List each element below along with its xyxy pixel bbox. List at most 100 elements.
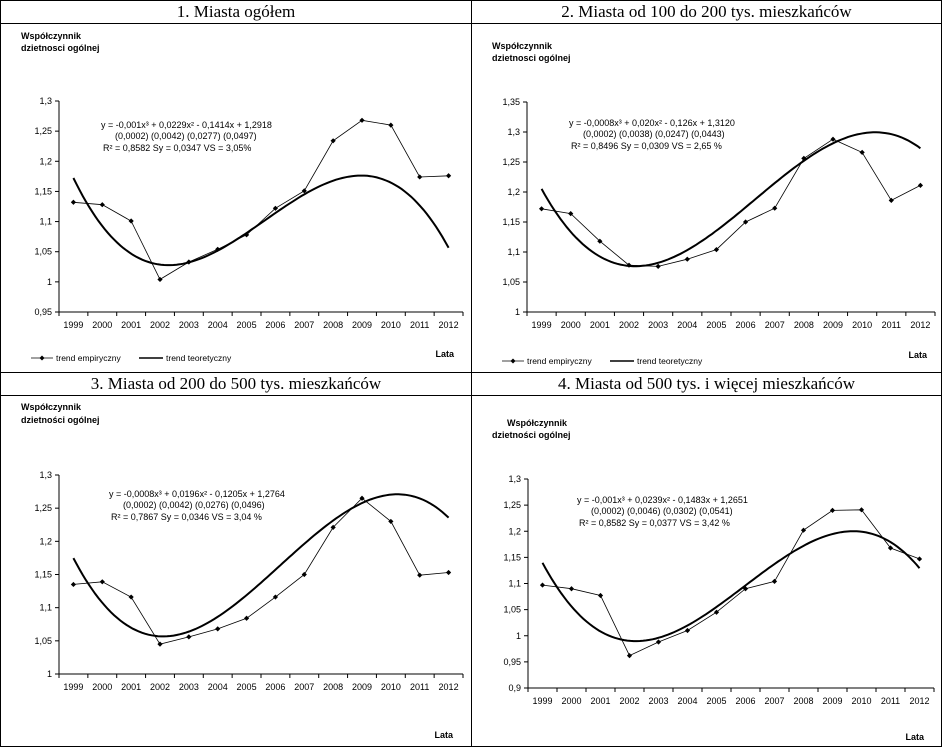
equation-line-1: y = -0,001x³ + 0,0229x² - 0,1414x + 1,29… <box>101 120 272 130</box>
legend-label-teoretyczny: trend teoretyczny <box>637 356 703 366</box>
x-tick-label: 1999 <box>532 696 552 706</box>
data-point <box>655 639 662 645</box>
equation-line-2: (0,0002) (0,0042) (0,0277) (0,0497) <box>115 131 257 141</box>
series-line-trend-teoretyczny <box>72 174 450 267</box>
x-tick-label: 2010 <box>852 320 872 330</box>
panel-title-1: 1. Miasta ogółem <box>1 1 471 24</box>
x-tick-label: 2001 <box>590 320 610 330</box>
equation-line-3: R² = 0,8496 Sy = 0,0309 VS = 2,65 % <box>571 141 722 151</box>
data-point <box>800 527 807 533</box>
data-point <box>742 219 749 225</box>
data-point <box>330 138 336 144</box>
x-tick-label: 2009 <box>352 682 372 692</box>
y-tick-label: 1,15 <box>34 186 52 196</box>
x-tick-label: 2000 <box>92 682 112 692</box>
chart-3: Współczynnik dzietności ogólnej 1 1,05 1,1 1,… <box>21 402 464 740</box>
x-tick-label: 2010 <box>851 696 871 706</box>
x-tick-label: 2005 <box>237 320 257 330</box>
y-tick-label: 1,2 <box>39 156 52 166</box>
x-tick-label: 2006 <box>265 320 285 330</box>
y-tick-label: 1,15 <box>503 552 521 562</box>
chart-panel-3: 3. Miasta od 200 do 500 tys. mieszkańców… <box>0 372 472 747</box>
equation-line-1: y = -0,0008x³ + 0,020x² - 0,126x + 1,312… <box>569 118 735 128</box>
y-axis-title-line-2: dzietności ogólnej <box>21 415 100 425</box>
data-point <box>388 122 394 128</box>
x-tick-label: 2004 <box>677 320 697 330</box>
x-tick-label: 2008 <box>323 320 343 330</box>
legend-label-empiryczny: trend empiryczny <box>56 353 121 363</box>
y-axis-title-line-2: dzietności ogólnej <box>492 430 571 440</box>
y-tick-label: 1,25 <box>34 126 52 136</box>
data-point <box>887 545 894 551</box>
x-axis-title: Lata <box>905 732 925 742</box>
y-tick-label: 1,05 <box>503 605 521 615</box>
data-point <box>568 586 575 592</box>
y-tick-label: 1,05 <box>34 636 52 646</box>
x-tick-label: 1999 <box>63 682 83 692</box>
legend: trend empiryczny trend teoretyczny <box>31 353 232 363</box>
x-tick-label: 2011 <box>410 320 429 330</box>
data-point <box>417 174 423 180</box>
data-point <box>684 627 691 634</box>
data-point <box>157 641 163 647</box>
data-point <box>301 571 307 578</box>
x-tick-label: 2002 <box>619 320 639 330</box>
legend-marker-empiryczny <box>510 358 516 364</box>
equation-line-1: y = -0,0008x³ + 0,0196x² - 0,1205x + 1,2… <box>109 489 285 499</box>
x-tick-label: 2012 <box>910 320 930 330</box>
data-point <box>626 653 633 659</box>
data-point <box>186 634 192 640</box>
x-tick-label: 2004 <box>208 682 228 692</box>
equation-line-3: R² = 0,8582 Sy = 0,0377 VS = 3,42 % <box>579 518 730 528</box>
x-tick-label: 2002 <box>150 320 170 330</box>
x-tick-label: 2009 <box>822 696 842 706</box>
equation-line-2: (0,0002) (0,0046) (0,0302) (0,0541) <box>591 506 733 516</box>
data-point <box>128 218 134 224</box>
y-axis-title-line-1: Współczynnik <box>21 402 82 412</box>
series-line-trend-empiryczny <box>542 509 920 657</box>
data-point <box>445 569 452 576</box>
data-point <box>272 205 279 211</box>
data-point <box>771 578 778 585</box>
y-tick-label: 1,15 <box>502 217 520 227</box>
data-point <box>568 211 574 217</box>
data-point <box>830 136 836 142</box>
x-axis-title: Lata <box>435 349 455 359</box>
x-tick-label: 2011 <box>881 696 900 706</box>
x-tick-label: 2003 <box>648 320 668 330</box>
data-point <box>215 626 221 632</box>
x-tick-label: 2005 <box>706 320 726 330</box>
y-tick-label: 1,35 <box>502 97 520 107</box>
data-point <box>70 581 77 588</box>
y-tick-label: 1,05 <box>34 247 52 257</box>
y-tick-label: 1 <box>515 307 520 317</box>
y-tick-label: 1,15 <box>34 570 52 580</box>
y-tick-label: 1 <box>47 669 52 679</box>
x-tick-label: 2001 <box>121 320 141 330</box>
data-point <box>157 276 163 283</box>
data-point <box>99 579 105 585</box>
data-point <box>713 609 720 615</box>
y-tick-label: 1,1 <box>39 217 52 227</box>
x-tick-label: 2002 <box>150 682 170 692</box>
x-tick-label: 2002 <box>619 696 639 706</box>
panel-title-4: 4. Miasta od 500 tys. i więcej mieszkańc… <box>472 373 941 396</box>
data-point <box>859 149 865 155</box>
x-tick-label: 2008 <box>793 696 813 706</box>
data-point <box>655 263 661 269</box>
x-tick-label: 2010 <box>381 320 401 330</box>
x-tick-label: 2005 <box>237 682 257 692</box>
data-point <box>538 206 545 212</box>
x-tick-label: 2006 <box>736 320 756 330</box>
x-tick-label: 2011 <box>882 320 901 330</box>
x-tick-label: 2008 <box>323 682 343 692</box>
y-tick-label: 0,95 <box>34 307 52 317</box>
x-tick-label: 2012 <box>909 696 929 706</box>
y-tick-label: 1,3 <box>39 470 52 480</box>
series-line-trend-empiryczny <box>73 497 449 645</box>
x-axis-title: Lata <box>434 730 454 740</box>
y-axis-title-line-1: Współczynnik <box>492 41 553 51</box>
y-tick-label: 1,25 <box>503 500 521 510</box>
y-tick-label: 1,2 <box>507 187 520 197</box>
x-tick-label: 2004 <box>208 320 228 330</box>
